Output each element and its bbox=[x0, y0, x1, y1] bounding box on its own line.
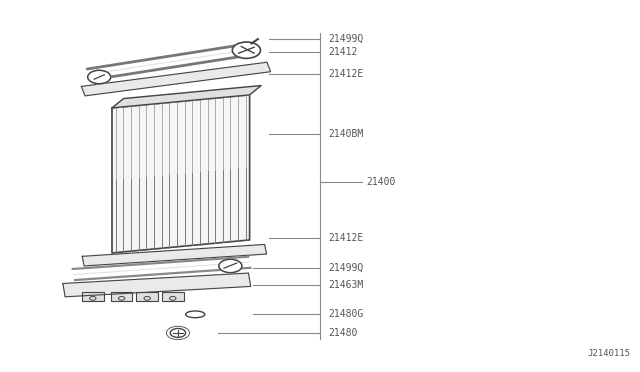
Text: 21480G: 21480G bbox=[328, 310, 364, 319]
FancyBboxPatch shape bbox=[162, 292, 184, 301]
Text: 21480: 21480 bbox=[328, 328, 358, 338]
Polygon shape bbox=[63, 273, 251, 297]
Circle shape bbox=[88, 70, 111, 84]
Text: 21400: 21400 bbox=[367, 177, 396, 187]
Text: 21463M: 21463M bbox=[328, 280, 364, 289]
Text: 21499Q: 21499Q bbox=[328, 263, 364, 273]
FancyBboxPatch shape bbox=[111, 292, 132, 301]
Circle shape bbox=[219, 259, 242, 273]
Text: J2140115: J2140115 bbox=[588, 349, 630, 358]
Circle shape bbox=[170, 328, 186, 337]
Polygon shape bbox=[83, 244, 266, 266]
Text: 21412: 21412 bbox=[328, 47, 358, 57]
Text: 21412E: 21412E bbox=[328, 70, 364, 79]
Polygon shape bbox=[112, 95, 250, 253]
Text: 21499Q: 21499Q bbox=[328, 34, 364, 44]
FancyBboxPatch shape bbox=[82, 292, 104, 301]
Text: 21412E: 21412E bbox=[328, 233, 364, 243]
Circle shape bbox=[232, 42, 260, 58]
Polygon shape bbox=[81, 62, 271, 96]
Text: 2140BM: 2140BM bbox=[328, 129, 364, 139]
Polygon shape bbox=[112, 86, 261, 108]
Ellipse shape bbox=[186, 311, 205, 318]
FancyBboxPatch shape bbox=[136, 292, 158, 301]
